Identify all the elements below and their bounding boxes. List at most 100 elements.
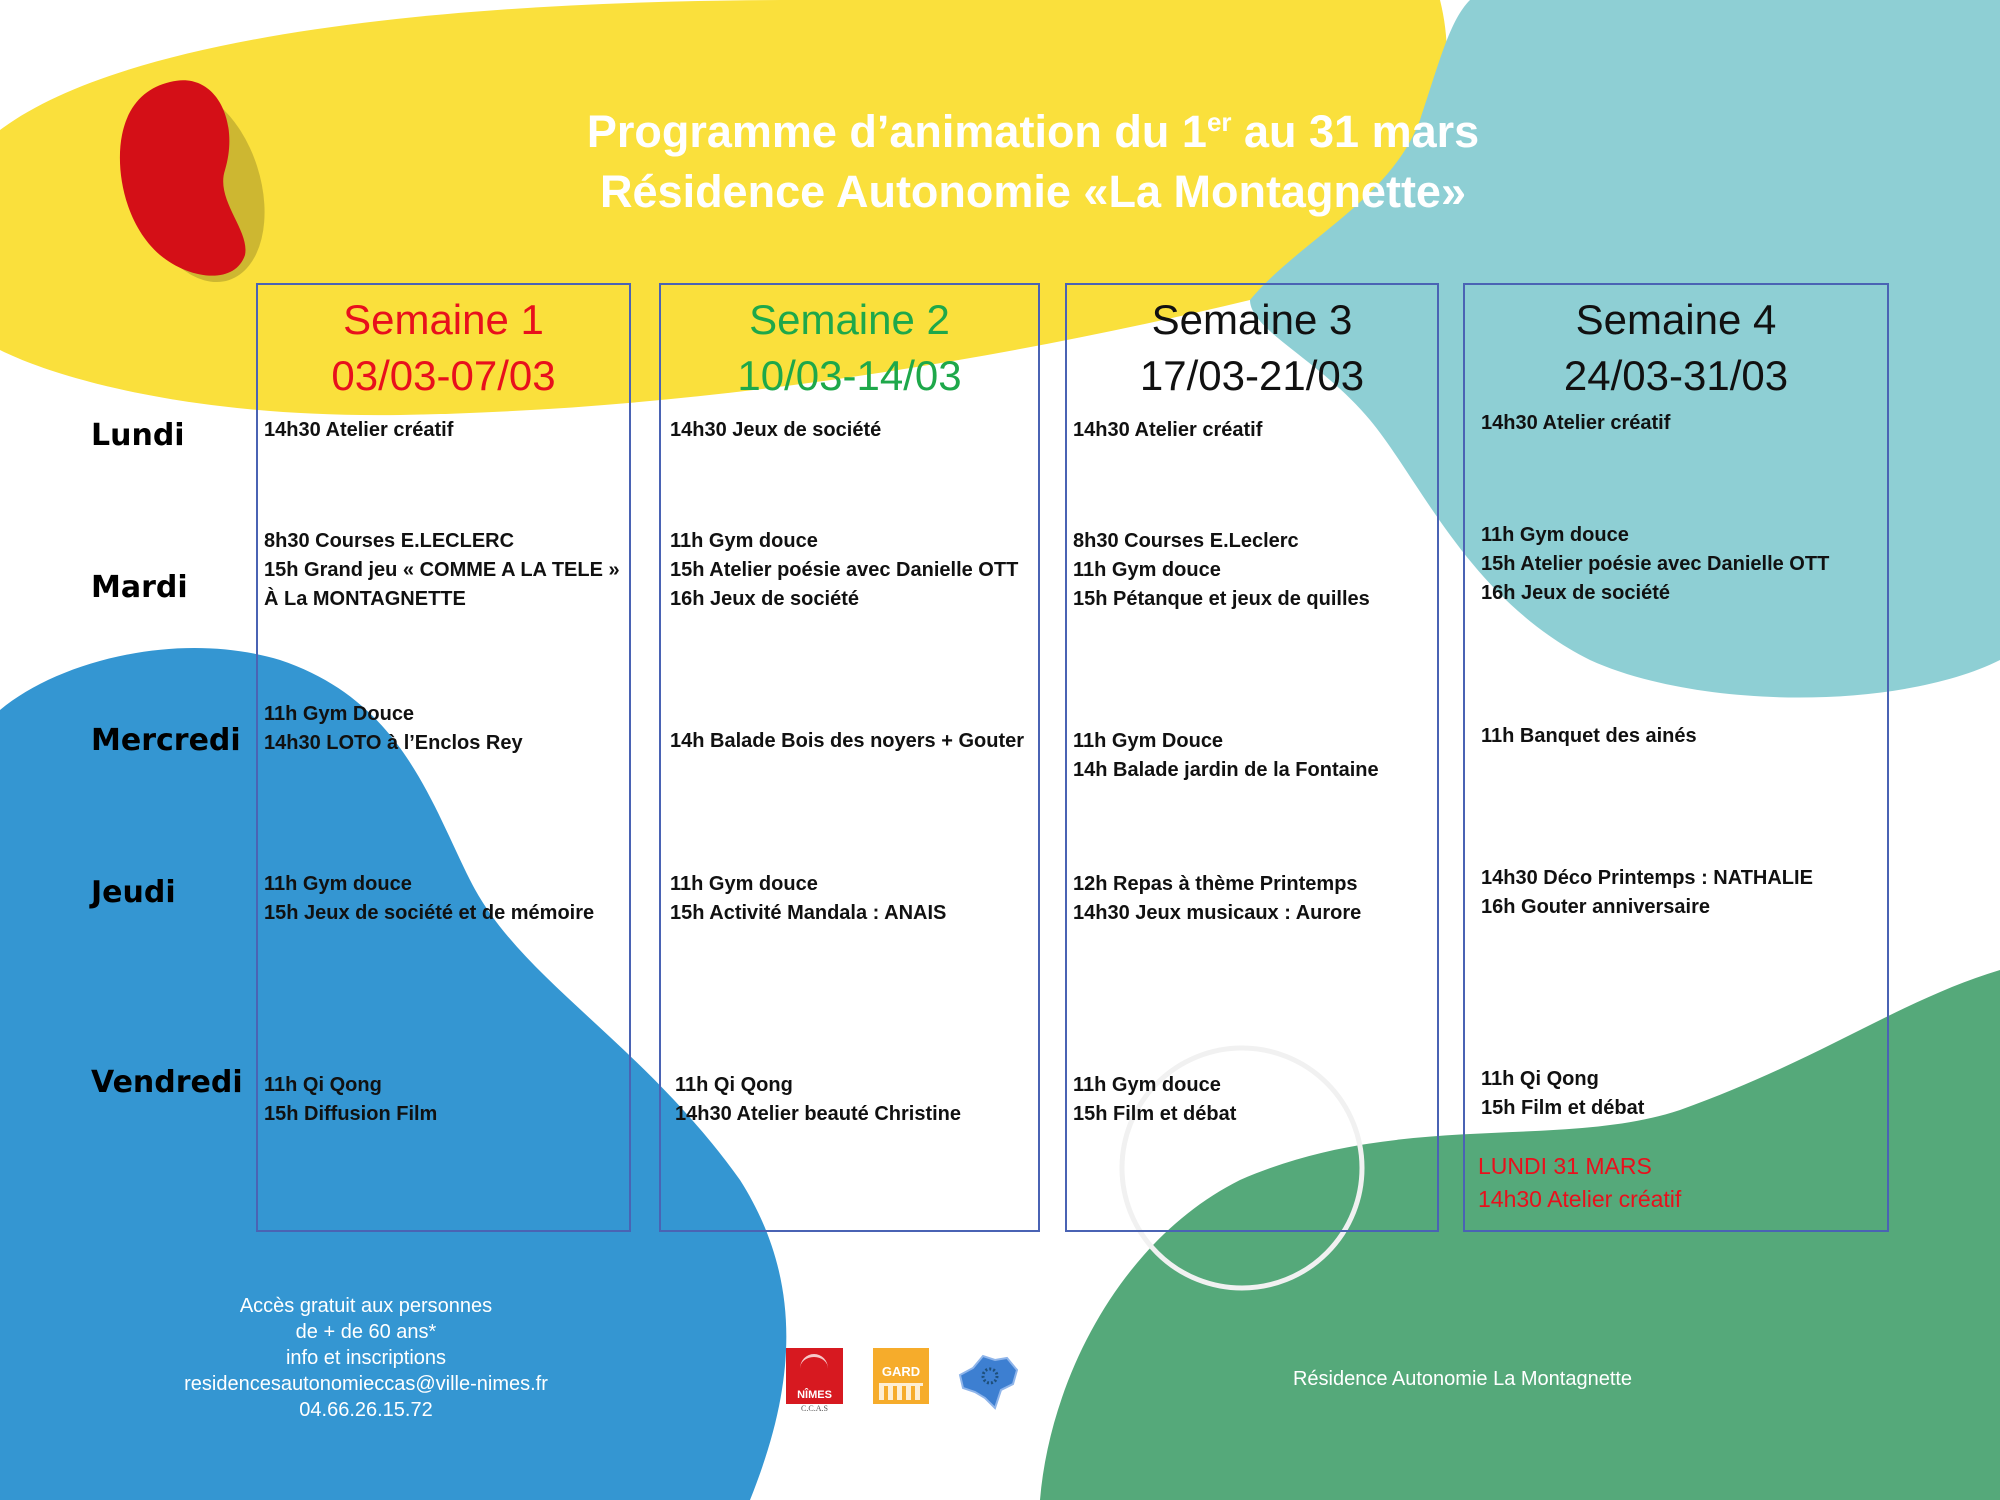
special-note: LUNDI 31 MARS 14h30 Atelier créatif xyxy=(1478,1150,1681,1216)
footer-line: de + de 60 ans* xyxy=(295,1321,437,1343)
activity-cell-vendredi: 11h Gym douce 15h Film et débat xyxy=(1073,1071,1236,1129)
activity-cell-jeudi: 11h Gym douce 15h Activité Mandala : ANAI… xyxy=(670,870,946,928)
activity-item: 14h30 Jeux de société xyxy=(670,419,882,441)
activity-item: 15h Jeux de société et de mémoire xyxy=(264,902,595,924)
activity-item: 14h Balade jardin de la Fontaine xyxy=(1073,759,1379,781)
day-label-vendredi: Vendredi xyxy=(91,1065,243,1100)
week-name: Semaine 2 xyxy=(749,296,950,343)
week-header-2: Semaine 2 10/03-14/03 xyxy=(659,292,1040,404)
activity-item: 14h Balade Bois des noyers + Gouter xyxy=(670,730,1025,752)
activity-cell-mercredi: 11h Gym Douce 14h Balade jardin de la Fon… xyxy=(1073,727,1379,785)
nimes-ccas-logo: NÎMES C.C.A.S xyxy=(786,1348,843,1418)
activity-cell-vendredi: 11h Qi Qong 14h30 Atelier beauté Christin… xyxy=(675,1071,961,1129)
activity-item: 11h Gym douce xyxy=(1073,1074,1221,1096)
activity-item: 16h Gouter anniversaire xyxy=(1481,896,1710,918)
activity-cell-jeudi: 14h30 Déco Printemps : NATHALIE 16h Goute… xyxy=(1481,864,1813,922)
activity-item: 14h30 Atelier créatif xyxy=(264,419,454,441)
activity-item: 11h Qi Qong xyxy=(675,1074,793,1096)
activity-cell-mardi: 8h30 Courses E.Leclerc 11h Gym douce 15h P… xyxy=(1073,527,1370,614)
activity-cell-lundi: 14h30 Atelier créatif xyxy=(1073,416,1262,445)
gard-logo: GARD xyxy=(873,1348,929,1404)
activity-item: 8h30 Courses E.Leclerc xyxy=(1073,530,1299,552)
activity-cell-mercredi: 11h Gym Douce 14h30 LOTO à l’Enclos Rey xyxy=(264,700,523,758)
day-label-jeudi: Jeudi xyxy=(91,875,176,910)
activity-item: 15h Atelier poésie avec Danielle OTT xyxy=(670,559,1019,581)
week-dates: 03/03-07/03 xyxy=(331,352,556,399)
activity-item: 11h Gym Douce xyxy=(1073,730,1224,752)
activity-item: 11h Gym douce xyxy=(264,873,412,895)
day-label-mardi: Mardi xyxy=(91,570,188,605)
activity-item: 11h Gym douce xyxy=(670,530,818,552)
footer-line: Accès gratuit aux personnes xyxy=(239,1295,493,1317)
green-blob xyxy=(1040,970,2000,1500)
week-column-3 xyxy=(1065,283,1439,1232)
activity-item: 11h Banquet des ainés xyxy=(1481,725,1697,747)
week-column-1 xyxy=(256,283,631,1232)
activity-item: 11h Qi Qong xyxy=(1481,1068,1599,1090)
week-dates: 17/03-21/03 xyxy=(1139,352,1365,399)
week-dates: 10/03-14/03 xyxy=(737,352,962,399)
note-date: LUNDI 31 MARS xyxy=(1478,1153,1652,1179)
footer-phone: 04.66.26.15.72 xyxy=(299,1399,433,1421)
footer-residence-name: Résidence Autonomie La Montagnette xyxy=(1292,1368,1633,1390)
activity-item: 11h Gym Douce xyxy=(264,703,415,725)
activity-cell-mardi: 11h Gym douce 15h Atelier poésie avec Dan… xyxy=(670,527,1018,614)
activity-item: 11h Qi Qong xyxy=(264,1074,382,1096)
day-label-mercredi: Mercredi xyxy=(91,723,241,758)
activity-cell-lundi: 14h30 Jeux de société xyxy=(670,416,881,445)
activity-cell-mercredi: 14h Balade Bois des noyers + Gouter xyxy=(670,727,1024,756)
activity-cell-vendredi: 11h Qi Qong 15h Film et débat xyxy=(1481,1065,1644,1123)
activity-item: 14h30 Atelier créatif xyxy=(1481,412,1671,434)
activity-item: 14h30 Atelier créatif xyxy=(1073,419,1263,441)
week-name: Semaine 4 xyxy=(1575,296,1777,343)
activity-item: 15h Film et débat xyxy=(1481,1097,1645,1119)
blue-blob xyxy=(0,648,787,1500)
activity-item: 11h Gym douce xyxy=(1073,559,1221,581)
activity-item: 15h Pétanque et jeux de quilles xyxy=(1073,588,1370,610)
week-column-4 xyxy=(1463,283,1889,1232)
activity-item: 16h Jeux de société xyxy=(670,588,859,610)
activity-item: 11h Gym douce xyxy=(670,873,818,895)
activity-cell-vendredi: 11h Qi Qong 15h Diffusion Film xyxy=(264,1071,437,1129)
activity-cell-lundi: 14h30 Atelier créatif xyxy=(264,416,453,445)
watermark-seal xyxy=(1119,1045,1365,1291)
week-header-1: Semaine 1 03/03-07/03 xyxy=(256,292,631,404)
teal-blob xyxy=(1250,0,2000,698)
activity-item: 16h Jeux de société xyxy=(1481,582,1670,604)
activity-cell-mardi: 8h30 Courses E.LECLERC 15h Grand jeu « CO… xyxy=(264,527,620,614)
gard-map-logo xyxy=(958,1354,1019,1410)
activity-cell-lundi: 14h30 Atelier créatif xyxy=(1481,409,1670,438)
week-dates: 24/03-31/03 xyxy=(1563,352,1789,399)
page-title-line1: Programme d’animation du 1er au 31 mars xyxy=(586,106,1480,157)
activity-item: 14h30 Jeux musicaux : Aurore xyxy=(1073,902,1362,924)
activity-item: 8h30 Courses E.LECLERC xyxy=(264,530,515,552)
activity-cell-jeudi: 12h Repas à thème Printemps 14h30 Jeux mu… xyxy=(1073,870,1361,928)
activity-item: 14h30 Atelier beauté Christine xyxy=(675,1103,962,1125)
activity-item: 15h Grand jeu « COMME A LA TELE » xyxy=(264,559,620,581)
activity-item: À La MONTAGNETTE xyxy=(264,588,466,610)
footer-email[interactable]: residencesautonomieccas@ville-nimes.fr xyxy=(184,1373,548,1395)
week-name: Semaine 3 xyxy=(1151,296,1353,343)
footer-line: info et inscriptions xyxy=(285,1347,447,1369)
note-activity: 14h30 Atelier créatif xyxy=(1478,1186,1682,1212)
activity-cell-mercredi: 11h Banquet des ainés xyxy=(1481,722,1697,751)
palm-crocodile-icon xyxy=(800,1354,828,1383)
week-header-3: Semaine 3 17/03-21/03 xyxy=(1065,292,1439,404)
activity-cell-mardi: 11h Gym douce 15h Atelier poésie avec Dan… xyxy=(1481,521,1829,608)
week-column-2 xyxy=(659,283,1040,1232)
activity-item: 14h30 Déco Printemps : NATHALIE xyxy=(1481,867,1813,889)
yellow-blob xyxy=(0,0,1447,416)
activity-item: 15h Atelier poésie avec Danielle OTT xyxy=(1481,553,1830,575)
activity-cell-jeudi: 11h Gym douce 15h Jeux de société et de m… xyxy=(264,870,594,928)
activity-item: 15h Film et débat xyxy=(1073,1103,1237,1125)
page-title-line2: Résidence Autonomie «La Montagnette» xyxy=(600,166,1466,217)
footer-contact: Accès gratuit aux personnes de + de 60 a… xyxy=(150,1293,582,1423)
week-header-4: Semaine 4 24/03-31/03 xyxy=(1463,292,1889,404)
week-name: Semaine 1 xyxy=(343,296,544,343)
activity-item: 11h Gym douce xyxy=(1481,524,1629,546)
activity-item: 15h Diffusion Film xyxy=(264,1103,438,1125)
activity-item: 12h Repas à thème Printemps xyxy=(1073,873,1358,895)
activity-item: 15h Activité Mandala : ANAIS xyxy=(670,902,947,924)
red-bean xyxy=(119,80,246,276)
